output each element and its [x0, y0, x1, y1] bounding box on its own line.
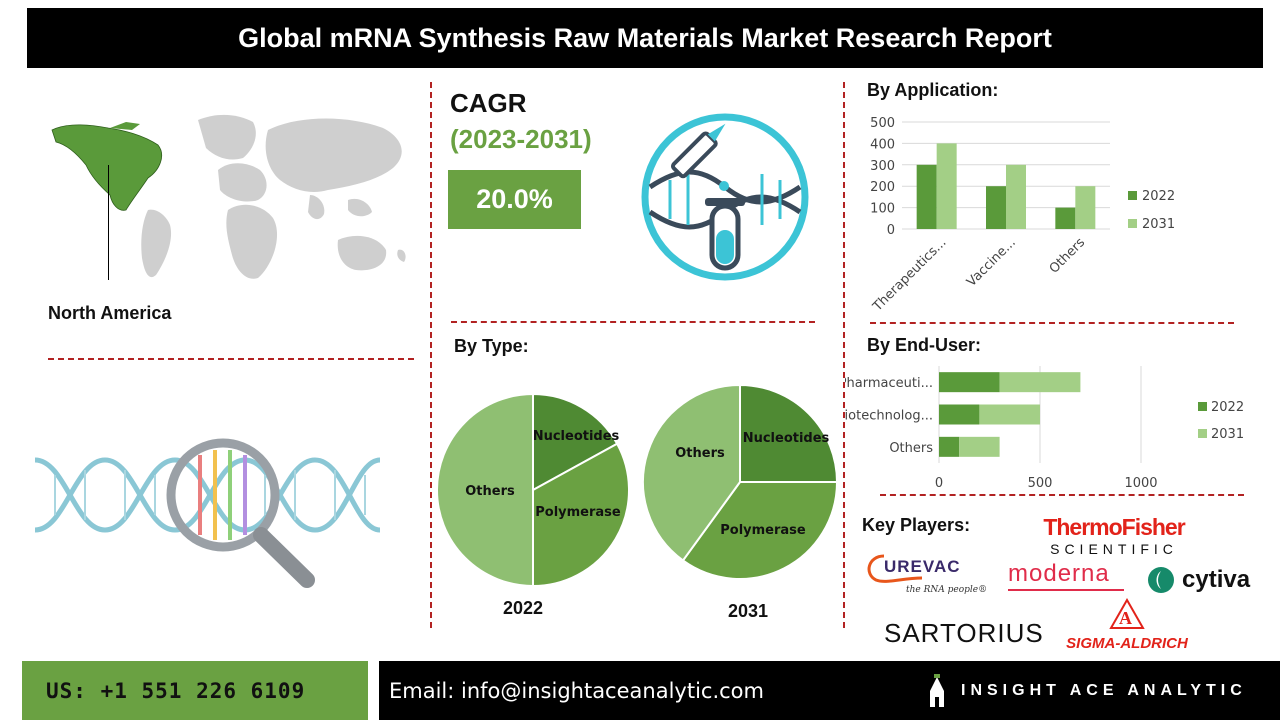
email-link[interactable]: Email: info@insightaceanalytic.com — [389, 678, 764, 703]
footer-bar: Email: info@insightaceanalytic.com INSIG… — [379, 661, 1280, 720]
by-type-label: By Type: — [454, 336, 529, 356]
moderna-logo: moderna — [1008, 560, 1124, 591]
eu-bar-2022 — [939, 436, 960, 457]
svg-text:UREVAC: UREVAC — [884, 557, 961, 576]
horizontal-divider-enduser — [880, 494, 1244, 496]
pie-label-others: Others — [675, 446, 725, 461]
eu-xtick-label: 500 — [1028, 476, 1053, 491]
by-application-label: By Application: — [867, 80, 999, 100]
eu-category-label: Biotechnolog... — [845, 409, 933, 424]
sartorius-logo: SARTORIUS — [884, 618, 1044, 648]
region-label: North America — [48, 303, 172, 323]
phone-number[interactable]: US: +1 551 226 6109 — [22, 661, 368, 720]
app-category-label: Vaccine... — [964, 235, 1019, 290]
app-bar-2031 — [1006, 164, 1026, 229]
app-bar-2022 — [916, 164, 937, 229]
svg-text:A: A — [1119, 608, 1132, 628]
app-legend-label: 2022 — [1142, 189, 1175, 204]
pie-slice-polymerase — [532, 442, 630, 588]
app-ytick-label: 100 — [870, 202, 895, 217]
app-bar-2022 — [1055, 207, 1076, 229]
dna-magnifier-illustration — [35, 438, 380, 588]
eu-category-label: Others — [889, 441, 933, 456]
insight-ace-icon — [930, 674, 944, 707]
by-type-pie-2022: Nucleotides Polymerase Others — [436, 392, 630, 588]
app-bar-2022 — [986, 186, 1006, 229]
eu-bar-2031 — [999, 372, 1081, 393]
app-legend-swatch — [1128, 191, 1137, 200]
cytiva-icon — [1148, 567, 1174, 593]
eu-bar-2022 — [939, 404, 980, 425]
pie-slice-polymerase — [681, 481, 839, 580]
pie-label-nucleotides: Nucleotides — [533, 429, 620, 444]
pie-slice-others — [642, 383, 741, 562]
horizontal-divider-application — [870, 322, 1234, 324]
by-end-user-label: By End-User: — [867, 335, 982, 355]
app-legend-label: 2031 — [1142, 217, 1175, 232]
cagr-value: 20.0% — [448, 170, 581, 229]
pie-label-nucleotides: Nucleotides — [743, 431, 830, 446]
thermofisher-logo: ThermoFisher SCIENTIFIC — [1043, 514, 1185, 557]
app-bar-2031 — [1075, 186, 1096, 229]
pie-label-polymerase: Polymerase — [535, 505, 621, 520]
test-tube-dna-icon — [641, 113, 809, 281]
pie-slice-nucleotides — [739, 383, 839, 483]
horizontal-divider-region — [48, 358, 414, 360]
map-pointer-line — [108, 165, 109, 280]
app-ytick-label: 300 — [870, 159, 895, 174]
pie-slice-others — [436, 392, 534, 588]
brand-name: INSIGHT ACE ANALYTIC — [961, 681, 1247, 699]
eu-legend-swatch — [1198, 429, 1207, 438]
pie-year-2031: 2031 — [728, 601, 769, 621]
app-category-label: Others — [1047, 235, 1089, 277]
app-ytick-label: 200 — [870, 180, 895, 195]
vertical-divider-left — [430, 82, 432, 628]
vertical-divider-right — [843, 82, 845, 628]
key-players-label: Key Players: — [862, 515, 971, 535]
by-type-pie-2031: Nucleotides Polymerase Others — [642, 383, 839, 580]
eu-xtick-label: 1000 — [1124, 476, 1157, 491]
page-title: Global mRNA Synthesis Raw Materials Mark… — [27, 8, 1263, 68]
eu-bar-2031 — [959, 436, 1000, 457]
pie-label-polymerase: Polymerase — [720, 523, 806, 538]
eu-bar-2022 — [939, 372, 1000, 393]
sigma-aldrich-logo: A SIGMA-ALDRICH — [1056, 597, 1198, 653]
app-bar-2031 — [936, 143, 957, 229]
eu-bar-2031 — [979, 404, 1040, 425]
app-legend-swatch — [1128, 219, 1137, 228]
world-map — [51, 114, 406, 279]
svg-text:the RNA people®: the RNA people® — [906, 585, 987, 595]
pie-slice-nucleotides — [532, 392, 619, 492]
app-ytick-label: 500 — [870, 116, 895, 131]
cagr-title: CAGR — [450, 88, 527, 118]
curevac-logo: UREVAC the RNA people® — [867, 554, 987, 595]
eu-legend-label: 2031 — [1211, 427, 1244, 442]
pie-year-2022: 2022 — [503, 598, 544, 618]
by-end-user-chart: 0 500 1000 Pharmaceuti... Biotechnolog... Oth… — [845, 366, 1244, 491]
app-category-label: Therapeutics... — [870, 235, 950, 315]
app-ytick-label: 400 — [870, 137, 895, 152]
sigma-aldrich-icon: A — [1109, 597, 1145, 629]
eu-xtick-label: 0 — [935, 476, 943, 491]
eu-category-label: Pharmaceuti... — [845, 376, 933, 391]
horizontal-divider-cagr — [451, 321, 815, 323]
eu-legend-label: 2022 — [1211, 400, 1244, 415]
cytiva-logo: cytiva — [1146, 565, 1250, 595]
eu-legend-swatch — [1198, 402, 1207, 411]
app-ytick-label: 0 — [887, 223, 895, 238]
pie-label-others: Others — [465, 484, 515, 499]
by-application-chart: 0 100 200 300 400 500 Therapeutics... Vaccine..… — [870, 116, 1176, 315]
cagr-years: (2023-2031) — [450, 124, 592, 154]
